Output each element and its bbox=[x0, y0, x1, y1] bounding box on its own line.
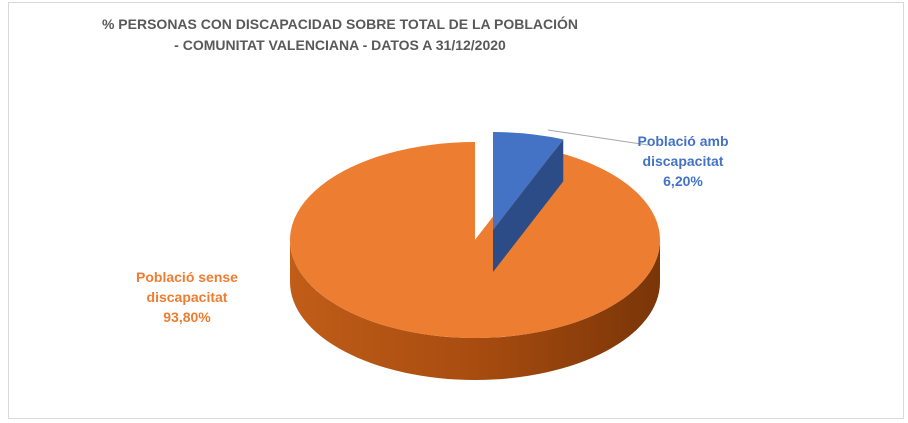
data-label-sense-discapacitat: Població sense discapacitat 93,80% bbox=[112, 267, 262, 327]
pie-slice-edge-0 bbox=[493, 139, 564, 272]
leader-line-amb bbox=[547, 129, 649, 146]
data-label-sense-value: 93,80% bbox=[163, 309, 211, 325]
pie-layer bbox=[290, 132, 661, 380]
chart-title-line-2: - COMUNITAT VALENCIANA - DATOS A 31/12/2… bbox=[174, 37, 506, 53]
pie-slice-top-0 bbox=[493, 132, 564, 230]
pie-slice-top-1 bbox=[290, 142, 661, 338]
data-label-sense-line-1: Població sense bbox=[136, 269, 238, 285]
chart-title-line-1: % PERSONAS CON DISCAPACIDAD SOBRE TOTAL … bbox=[101, 16, 579, 32]
data-label-amb-discapacitat: Població amb discapacitat 6,20% bbox=[623, 131, 743, 191]
pie-slice-side-1 bbox=[290, 240, 660, 380]
data-label-amb-line-2: discapacitat bbox=[642, 153, 724, 169]
data-label-sense-line-2: discapacitat bbox=[146, 289, 228, 305]
data-label-amb-line-1: Població amb bbox=[637, 133, 729, 149]
data-label-amb-value: 6,20% bbox=[663, 173, 703, 189]
chart-title: % PERSONAS CON DISCAPACIDAD SOBRE TOTAL … bbox=[0, 14, 680, 56]
